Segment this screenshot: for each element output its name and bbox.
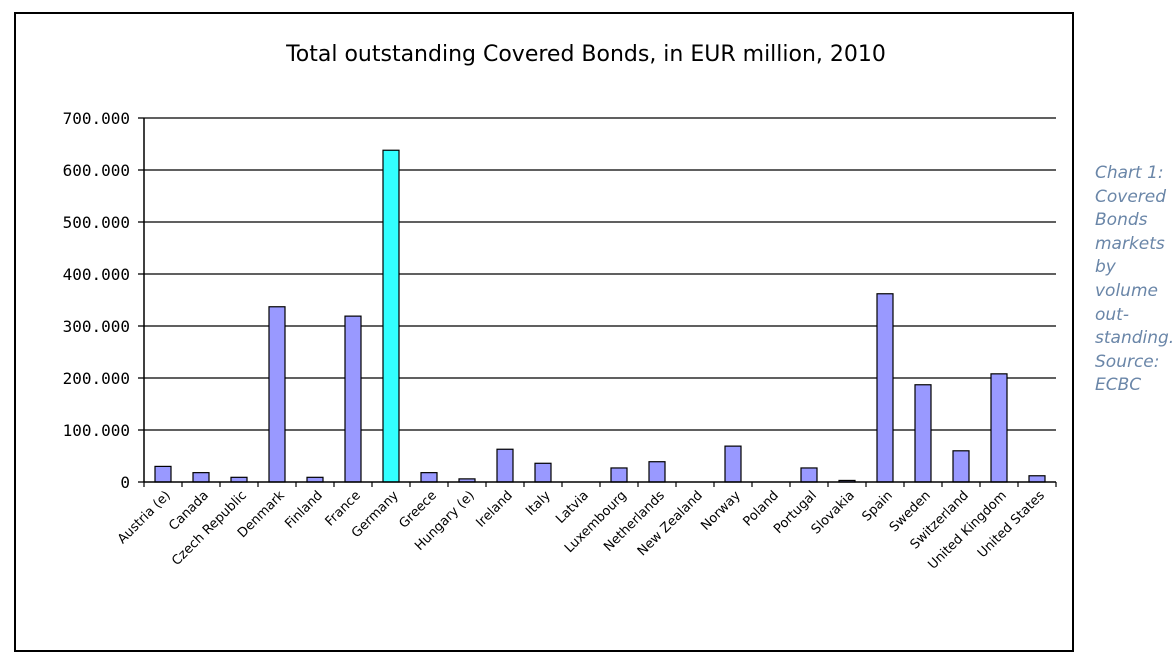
bar — [344, 315, 362, 483]
bar — [420, 472, 438, 483]
x-tick-label: United States — [975, 488, 1048, 561]
bar — [800, 467, 818, 483]
bar — [610, 467, 628, 483]
chart-caption: Chart 1: Covered Bonds markets by volume… — [1095, 162, 1175, 398]
x-tick-label: Spain — [860, 488, 896, 524]
chart-title: Total outstanding Covered Bonds, in EUR … — [285, 42, 886, 67]
bar — [154, 465, 172, 483]
x-tick-label: Italy — [523, 488, 554, 519]
y-tick-label: 700.000 — [63, 109, 130, 128]
caption-line: standing. — [1095, 328, 1175, 349]
y-tick-label: 300.000 — [63, 317, 130, 336]
caption-line: out- — [1095, 304, 1129, 325]
x-tick-label: Norway — [698, 488, 744, 534]
bar — [192, 472, 210, 483]
caption-line: ECBC — [1095, 375, 1142, 396]
bar — [952, 450, 970, 483]
gridlines — [144, 117, 1056, 431]
caption-line: markets — [1095, 233, 1165, 254]
x-tick-label: Austria (e) — [115, 488, 174, 547]
caption-line: volume — [1095, 280, 1158, 301]
bars — [154, 149, 1046, 483]
y-tick-label: 400.000 — [63, 265, 130, 284]
caption-line: Covered — [1095, 186, 1167, 207]
x-tick-label: Ireland — [473, 488, 515, 530]
chart-frame: Total outstanding Covered Bonds, in EUR … — [14, 12, 1074, 652]
caption-line: Chart 1: — [1095, 163, 1164, 183]
bar — [876, 293, 894, 483]
y-tick-label: 500.000 — [63, 213, 130, 232]
bar-chart: Total outstanding Covered Bonds, in EUR … — [63, 42, 1057, 573]
y-tick-label: 200.000 — [63, 369, 130, 388]
y-tick-label: 100.000 — [63, 421, 130, 440]
x-tick-label: Finland — [282, 488, 325, 531]
bar — [382, 149, 400, 483]
bar — [914, 384, 932, 483]
bar — [534, 462, 552, 483]
caption-line: by — [1095, 257, 1116, 278]
caption-line: Bonds — [1095, 210, 1148, 231]
bar — [648, 461, 666, 483]
y-tick-label: 0 — [120, 473, 130, 492]
bar — [724, 445, 742, 483]
bar — [268, 306, 286, 483]
bar — [990, 373, 1008, 483]
caption-line: Source: — [1095, 351, 1160, 372]
y-tick-label: 600.000 — [63, 161, 130, 180]
bar — [1028, 475, 1046, 483]
axes — [138, 117, 1057, 487]
bar — [496, 448, 514, 483]
y-tick-labels: 0 100.000 200.000 300.000 400.000 500.000 600.… — [63, 109, 130, 492]
